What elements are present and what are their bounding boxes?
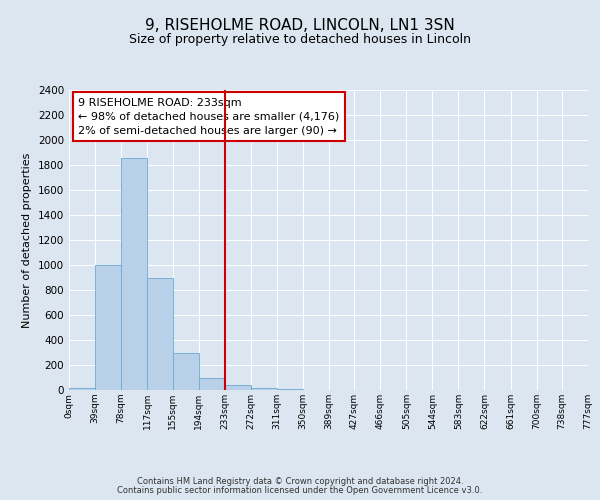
Bar (173, 352, 199, 390)
Text: 9, RISEHOLME ROAD, LINCOLN, LN1 3SN: 9, RISEHOLME ROAD, LINCOLN, LN1 3SN (145, 18, 455, 32)
Y-axis label: Number of detached properties: Number of detached properties (22, 152, 32, 328)
Text: Size of property relative to detached houses in Lincoln: Size of property relative to detached ho… (129, 32, 471, 46)
Bar (121, 158, 147, 390)
Bar (251, 388, 277, 390)
Text: Contains public sector information licensed under the Open Government Licence v3: Contains public sector information licen… (118, 486, 482, 495)
Bar (95, 265, 121, 390)
Bar (199, 378, 224, 390)
Bar (69, 388, 95, 390)
Bar (224, 385, 251, 390)
Bar (147, 278, 173, 390)
Text: 9 RISEHOLME ROAD: 233sqm
← 98% of detached houses are smaller (4,176)
2% of semi: 9 RISEHOLME ROAD: 233sqm ← 98% of detach… (79, 98, 340, 136)
Text: Contains HM Land Registry data © Crown copyright and database right 2024.: Contains HM Land Registry data © Crown c… (137, 477, 463, 486)
